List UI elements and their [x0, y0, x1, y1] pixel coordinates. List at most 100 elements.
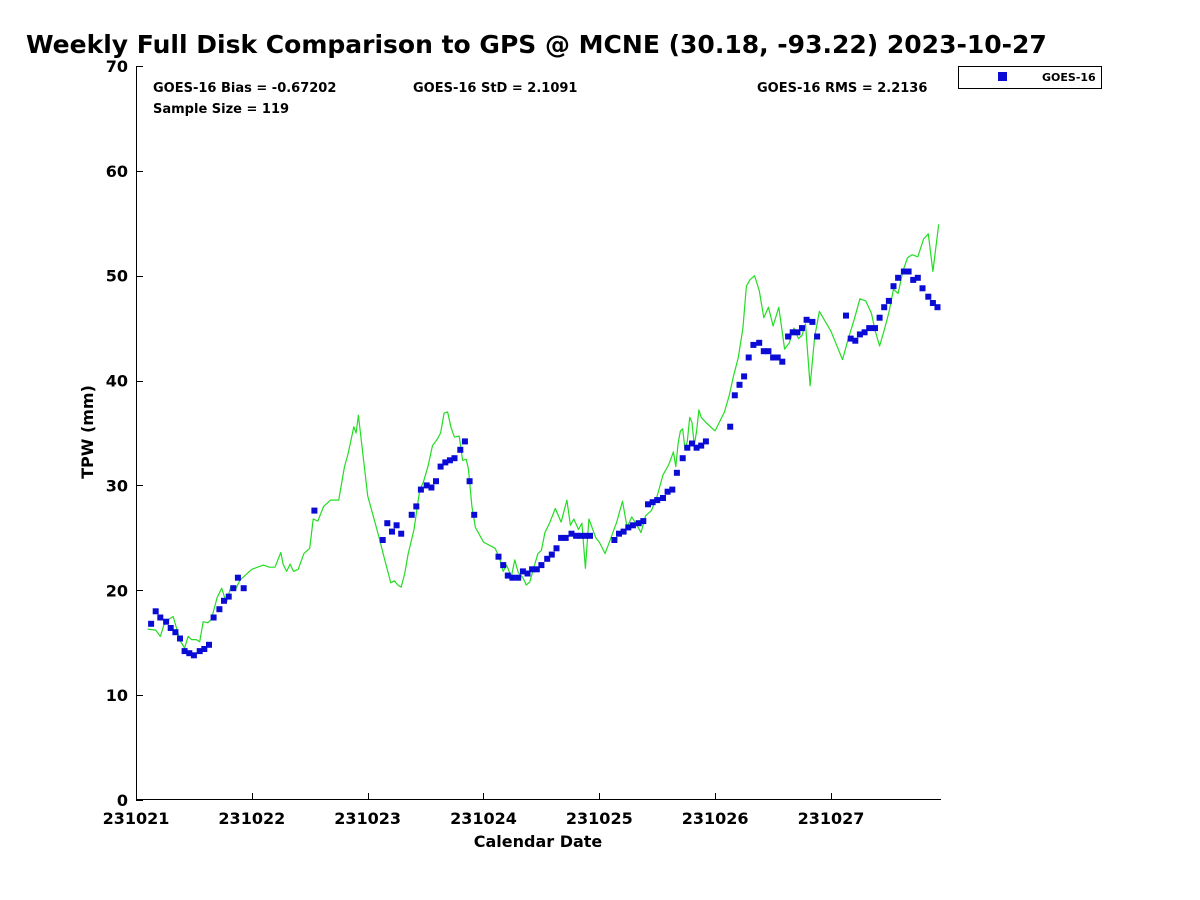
goes16-point — [384, 520, 391, 527]
goes16-point — [770, 354, 777, 361]
y-tick-label: 40 — [106, 372, 128, 391]
goes16-point — [910, 276, 917, 283]
goes16-point — [852, 337, 859, 344]
y-tick-label: 0 — [117, 791, 128, 810]
goes16-point — [905, 268, 912, 275]
goes16-point — [669, 486, 676, 493]
goes16-point — [673, 469, 680, 476]
goes16-point — [649, 499, 656, 506]
goes16-point — [756, 339, 763, 346]
bias-stat: GOES-16 Bias = -0.67202 — [153, 81, 336, 96]
goes16-point — [408, 511, 415, 518]
goes16-point — [702, 438, 709, 445]
goes16-point — [727, 423, 734, 430]
goes16-point — [558, 534, 565, 541]
goes16-point — [900, 268, 907, 275]
goes16-point — [919, 285, 926, 292]
goes16-point — [741, 373, 748, 380]
goes16-point — [148, 620, 155, 627]
goes16-point — [731, 392, 738, 399]
goes16-point — [616, 530, 622, 537]
goes16-point — [856, 331, 863, 338]
goes16-point — [451, 455, 458, 462]
legend: GOES-16 — [958, 66, 1102, 89]
goes16-point — [538, 562, 545, 569]
goes16-point — [413, 503, 420, 510]
goes16-point — [861, 329, 868, 336]
goes16-point — [785, 333, 792, 340]
x-tick-label: 231026 — [682, 809, 749, 828]
x-tick-label: 231025 — [566, 809, 633, 828]
goes16-point — [587, 532, 593, 539]
std-stat: GOES-16 StD = 2.1091 — [413, 81, 577, 96]
goes16-point — [466, 478, 473, 485]
goes16-point — [533, 566, 540, 573]
goes16-point — [529, 566, 536, 573]
gps-series-line — [147, 224, 940, 649]
goes16-point — [582, 532, 589, 539]
goes16-point — [515, 574, 522, 581]
goes16-point — [645, 501, 651, 508]
goes16-point — [799, 325, 805, 332]
goes16-point — [876, 314, 883, 321]
goes16-point — [814, 333, 821, 340]
goes16-point — [929, 300, 936, 306]
goes16-point — [736, 381, 743, 388]
goes16-point — [654, 497, 661, 504]
goes16-point — [393, 522, 400, 529]
goes16-point — [398, 530, 405, 537]
rms-stat: GOES-16 RMS = 2.2136 — [757, 81, 927, 96]
goes16-point — [230, 585, 237, 592]
goes16-point — [750, 341, 757, 348]
goes16-point — [847, 335, 854, 342]
chart-title: Weekly Full Disk Comparison to GPS @ MCN… — [26, 30, 1047, 59]
goes16-point — [190, 652, 197, 659]
goes16-point — [311, 507, 318, 514]
goes16-point — [577, 532, 584, 539]
goes16-point — [779, 358, 786, 365]
goes16-point — [684, 444, 691, 451]
goes16-point — [890, 283, 897, 290]
x-tick-label: 231023 — [334, 809, 401, 828]
goes16-point — [664, 488, 671, 495]
goes16-point — [152, 608, 159, 615]
goes16-point — [181, 648, 188, 655]
goes16-point — [760, 348, 767, 355]
goes16-point — [379, 537, 386, 543]
goes16-point — [640, 518, 647, 525]
goes16-point — [157, 614, 164, 621]
goes16-point — [500, 562, 507, 569]
goes16-point — [803, 316, 810, 323]
goes16-point — [881, 304, 888, 311]
goes16-point — [568, 530, 575, 537]
goes16-point — [548, 551, 555, 558]
goes16-point — [423, 482, 430, 489]
goes16-point — [895, 274, 902, 281]
y-tick-label: 70 — [106, 57, 128, 76]
goes16-point — [389, 528, 395, 535]
goes16-point — [620, 528, 627, 535]
x-axis-title: Calendar Date — [474, 832, 603, 851]
goes16-point — [446, 457, 453, 464]
goes16-point — [433, 478, 439, 485]
goes16-point — [504, 572, 511, 579]
y-tick-label: 10 — [106, 686, 128, 705]
y-axis-title: TPW (mm) — [78, 385, 97, 479]
goes16-point — [629, 522, 636, 529]
goes16-point — [471, 511, 478, 518]
goes16-point — [524, 570, 531, 577]
goes16-point — [196, 648, 203, 655]
goes16-point — [573, 532, 580, 539]
goes16-point — [794, 329, 801, 336]
goes16-point — [689, 440, 695, 447]
goes16-point — [660, 495, 666, 501]
goes16-point — [509, 574, 516, 581]
goes16-point — [611, 537, 618, 543]
goes16-point — [201, 646, 208, 652]
goes16-point — [679, 455, 686, 462]
legend-marker-goes16 — [998, 72, 1007, 81]
goes16-point — [774, 354, 781, 361]
goes16-point — [221, 597, 227, 604]
goes16-point — [240, 585, 247, 592]
goes16-point — [885, 297, 892, 304]
